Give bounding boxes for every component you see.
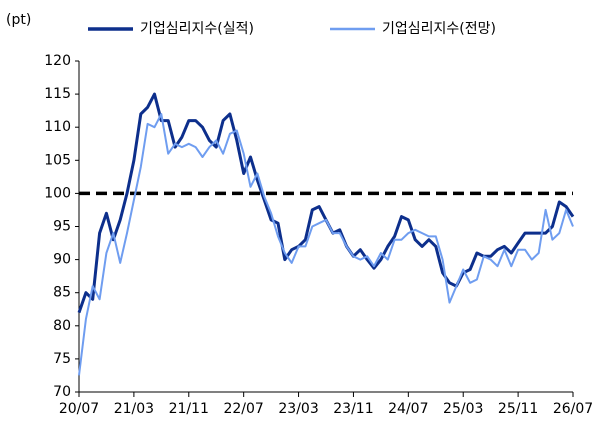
x-tick-label: 26/07: [553, 401, 593, 417]
y-tick-label: 80: [53, 318, 71, 334]
y-tick-label: 110: [44, 119, 71, 135]
x-tick-label: 20/07: [59, 401, 99, 417]
legend-label: 기업심리지수(전망): [382, 21, 496, 37]
y-tick-label: 90: [53, 252, 71, 268]
legend-label: 기업심리지수(실적): [140, 21, 254, 37]
y-tick-label: 70: [53, 384, 71, 400]
y-tick-label: 115: [44, 86, 71, 102]
y-tick-label: 120: [44, 53, 71, 69]
y-unit: (pt): [6, 12, 31, 28]
x-tick-label: 21/11: [169, 401, 209, 417]
y-tick-label: 85: [53, 285, 71, 301]
x-tick-label: 23/11: [333, 401, 373, 417]
y-tick-label: 95: [53, 219, 71, 235]
x-tick-label: 25/11: [498, 401, 538, 417]
x-tick-label: 22/07: [223, 401, 263, 417]
series-line: [78, 113, 574, 376]
y-tick-label: 105: [44, 152, 71, 168]
x-tick-label: 25/03: [443, 401, 483, 417]
x-tick-label: 24/07: [388, 401, 428, 417]
x-tick-label: 23/03: [278, 401, 318, 417]
y-tick-label: 100: [44, 185, 71, 201]
y-tick-label: 75: [53, 351, 71, 367]
x-tick-label: 21/03: [114, 401, 154, 417]
